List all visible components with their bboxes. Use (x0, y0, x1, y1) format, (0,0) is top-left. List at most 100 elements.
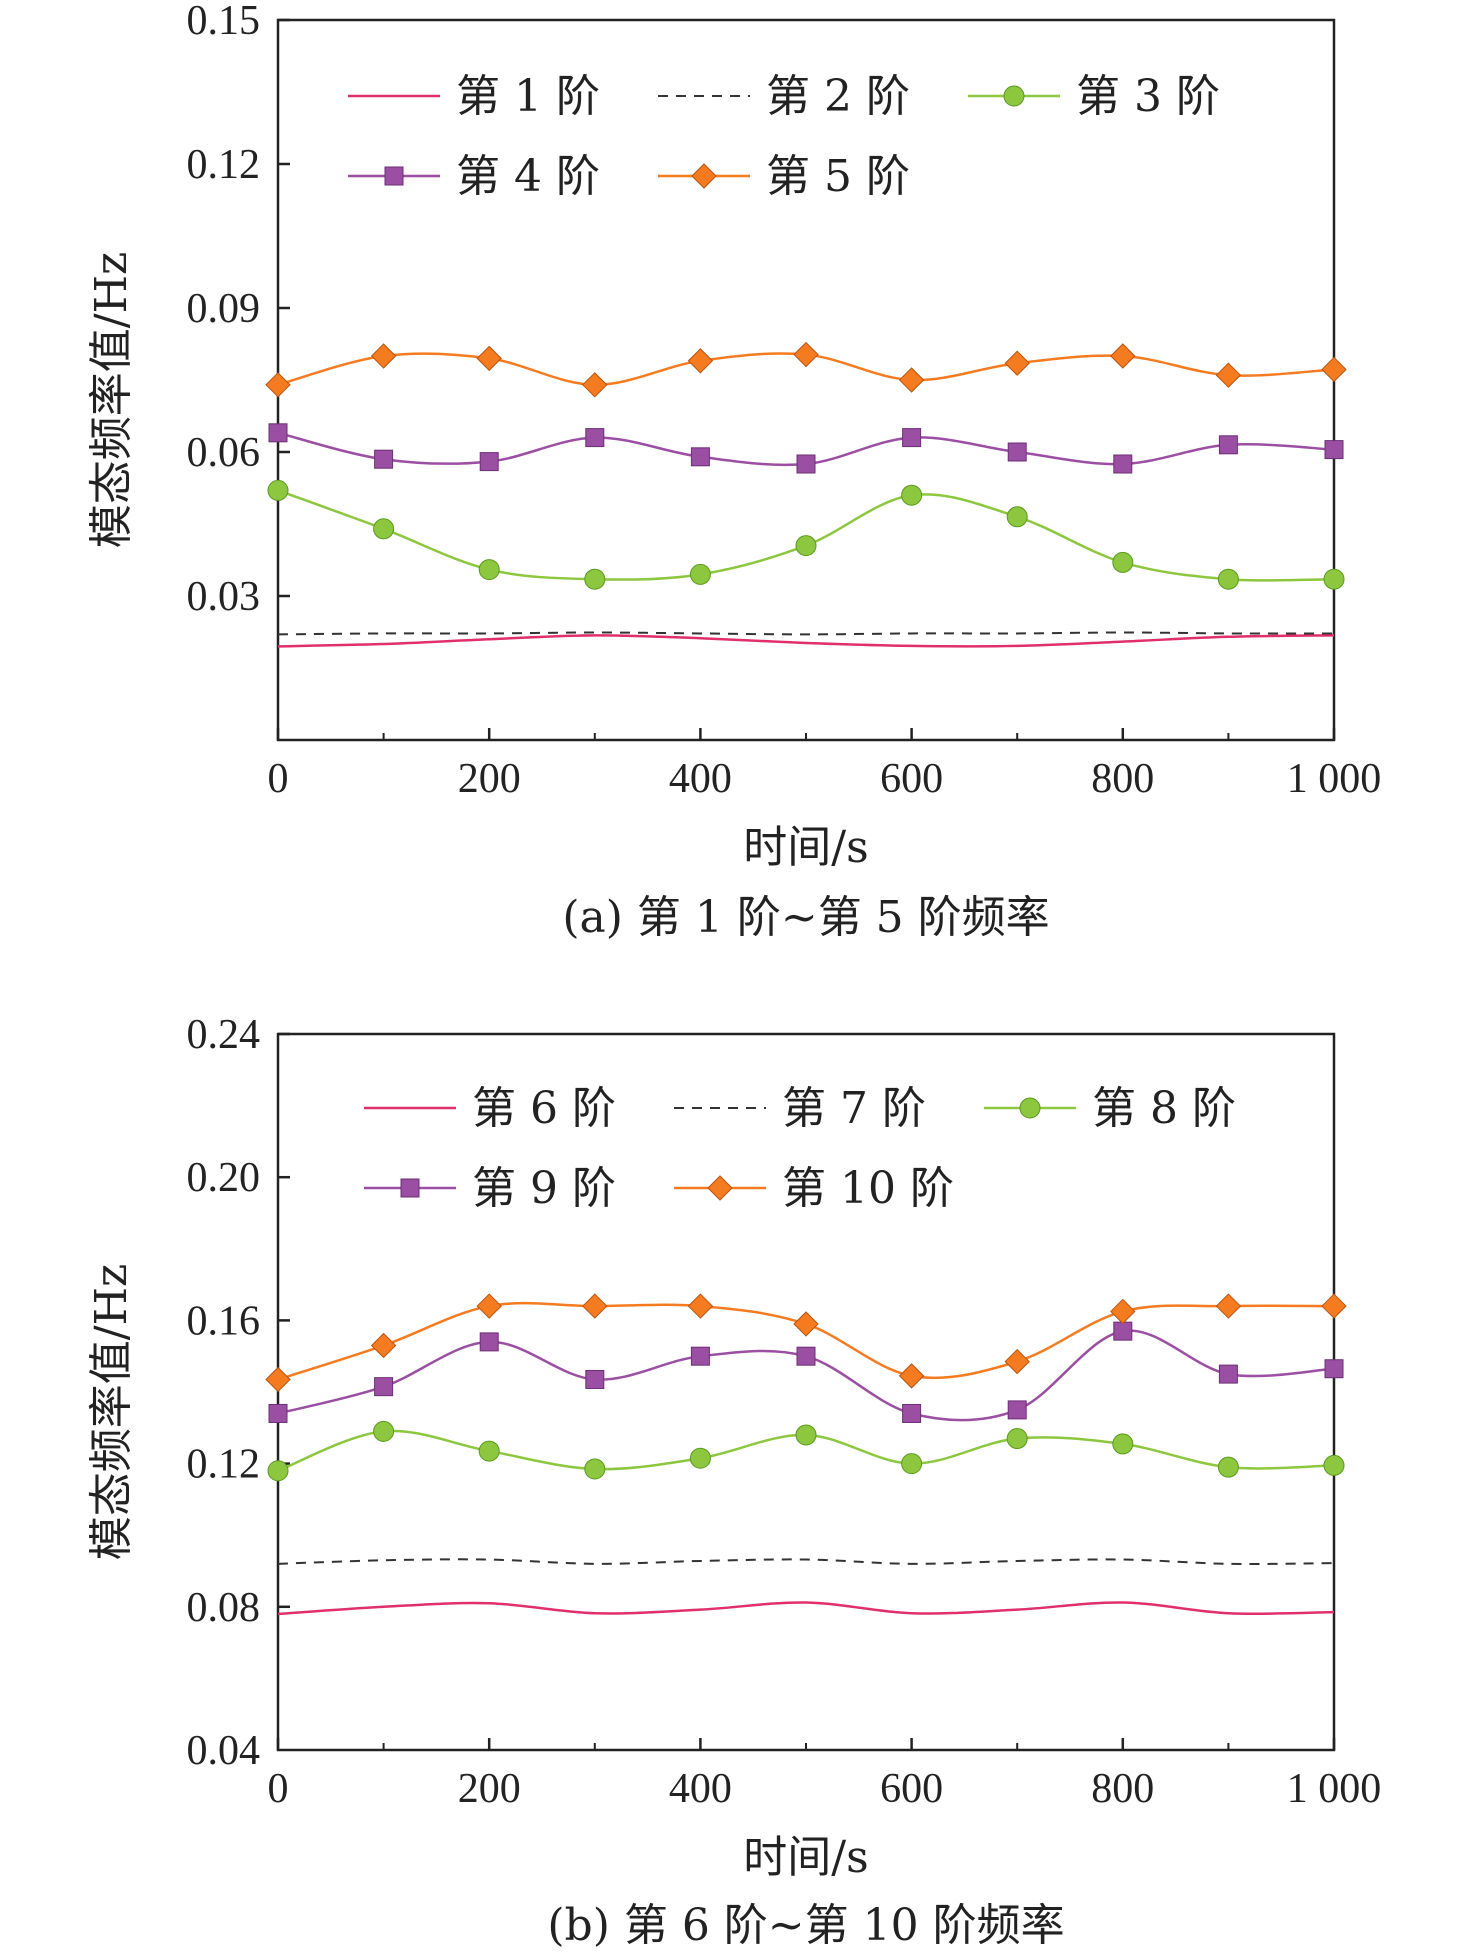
chart-a-series-4-point (1218, 435, 1238, 455)
chart-a-x-tick-label: 400 (669, 756, 732, 802)
chart-a-series-4-point (1324, 440, 1344, 460)
chart-b-legend-label-2: 第 7 阶 (782, 1083, 926, 1134)
chart-b-series-4-point (1324, 1359, 1344, 1379)
chart-a-series-4-point (690, 447, 710, 467)
chart-a-legend-label-3: 第 3 阶 (1076, 71, 1220, 122)
chart-b-series-4-point (479, 1332, 499, 1352)
chart-b-x-tick-label: 800 (1091, 1766, 1154, 1812)
chart-b-series-line-1 (277, 1601, 1335, 1616)
chart-a-series-5-point (476, 345, 502, 372)
chart-a-x-tick-label: 0 (268, 756, 289, 802)
chart-b-series-5-point (898, 1363, 925, 1389)
chart-b-series-3-point (478, 1440, 500, 1462)
chart-a-series-4-point (374, 449, 394, 469)
chart-a-x-axis-label: 时间/s (743, 822, 868, 873)
chart-b-series-3-point (901, 1453, 923, 1475)
chart-a-series-4-point (796, 454, 816, 474)
chart-b-series-3-point (689, 1447, 711, 1469)
chart-b-series-5-point (687, 1293, 714, 1319)
chart-a-series-5-point (370, 343, 397, 369)
chart-a-series-3-point (267, 479, 289, 501)
chart-a-series-3-point (1006, 506, 1028, 528)
chart-a-series-5-point (1110, 343, 1136, 369)
chart-b-series-5-point (793, 1311, 819, 1337)
chart-b-series-4-point (796, 1346, 816, 1366)
chart-b-y-tick-label: 0.08 (187, 1585, 261, 1631)
chart-a-x-tick-label: 200 (458, 756, 521, 802)
chart-a-x-tick-label: 800 (1091, 756, 1154, 802)
chart-b-series-5-point (1004, 1348, 1030, 1375)
chart-a-series-4-point (902, 428, 922, 448)
chart-a-y-tick-label: 0.03 (187, 574, 261, 620)
chart-a-series-5-point (1004, 350, 1030, 376)
chart-b-y-tick-label: 0.24 (187, 1012, 261, 1058)
chart-a-legend-marker-4 (384, 166, 404, 186)
chart-a-series-line-2 (277, 631, 1335, 636)
chart-b-series-5-point (476, 1293, 502, 1319)
chart-b-y-axis-label: 模态频率值/Hz (86, 1264, 137, 1560)
chart-b-x-tick-label: 600 (880, 1766, 943, 1812)
chart-b-series-4-point (902, 1403, 922, 1423)
chart-b-legend-label-4: 第 9 阶 (472, 1163, 616, 1214)
chart-b-legend-marker-3 (1019, 1097, 1041, 1119)
chart-b-series-3-point (1217, 1456, 1239, 1478)
chart-b-series-line-4 (277, 1329, 1335, 1422)
chart-b-series-5-point (1110, 1298, 1136, 1325)
chart-a-x-tick-label: 600 (880, 756, 943, 802)
chart-a-series-5-point (265, 372, 291, 398)
chart-b-y-tick-label: 0.04 (187, 1728, 261, 1774)
chart-a-plot-frame (276, 18, 1336, 742)
chart-a-series-3-point (478, 559, 500, 581)
chart-a-legend-label-4: 第 4 阶 (456, 151, 600, 202)
chart-a-series-4-point (268, 423, 288, 443)
chart-a-legend-marker-5 (691, 163, 717, 189)
chart-b: 0 200 400 600 800 1 000 0.04 0.08 0.12 0.16 0.20 0.… (86, 1012, 1381, 1951)
chart-b-legend-label-1: 第 6 阶 (472, 1083, 616, 1134)
chart-a: 0 200 400 600 800 1 000 0.03 0.06 0.09 0.12 0.15 第 … (86, 0, 1381, 943)
chart-a-legend-marker-3 (1003, 85, 1025, 107)
chart-a-series-5-point (1215, 362, 1242, 388)
chart-b-series-3-point (795, 1424, 817, 1446)
chart-a-y-tick-label: 0.06 (187, 430, 261, 476)
chart-b-series-3-point (1323, 1454, 1345, 1476)
chart-b-x-axis-label: 时间/s (743, 1832, 868, 1883)
chart-b-series-3-point (584, 1458, 606, 1480)
chart-b-y-tick-label: 0.12 (187, 1442, 261, 1488)
chart-b-y-tick-label: 0.16 (187, 1298, 261, 1344)
chart-a-series-line-1 (277, 634, 1335, 648)
chart-a-caption: (a) 第 1 阶~第 5 阶频率 (562, 892, 1049, 943)
chart-b-series-4-point (268, 1403, 288, 1423)
chart-b-series-4-point (1007, 1400, 1027, 1420)
chart-b-legend-marker-4 (400, 1178, 420, 1198)
chart-a-series-4-point (585, 428, 605, 448)
chart-b-series-5-point (1215, 1293, 1242, 1319)
chart-a-legend-label-5: 第 5 阶 (766, 151, 910, 202)
chart-a-series-3-point (901, 484, 923, 506)
chart-b-series-4-point (585, 1369, 605, 1389)
chart-a-series-3-point (1112, 551, 1134, 573)
chart-a-series-3-point (373, 518, 395, 540)
chart-a-series-5-point (687, 348, 714, 374)
chart-b-series-3-point (1112, 1433, 1134, 1455)
chart-b-series-4-point (1218, 1364, 1238, 1384)
chart-b-series-4-point (374, 1377, 394, 1397)
chart-a-series-5-point (1321, 356, 1347, 383)
chart-b-series-4-point (1113, 1321, 1133, 1341)
chart-b-legend-label-3: 第 8 阶 (1092, 1083, 1236, 1134)
chart-b-series-3-point (373, 1420, 395, 1442)
chart-a-legend-label-2: 第 2 阶 (766, 71, 910, 122)
chart-a-series-3-point (1323, 568, 1345, 590)
chart-b-series-4-point (690, 1346, 710, 1366)
chart-b-series-5-point (582, 1293, 608, 1319)
chart-a-y-axis-label: 模态频率值/Hz (86, 252, 137, 548)
chart-b-y-tick-label: 0.20 (187, 1155, 261, 1201)
chart-a-series-4-point (1113, 454, 1133, 474)
chart-b-series-3-point (1006, 1428, 1028, 1450)
chart-b-series-5-point (370, 1332, 397, 1359)
chart-a-y-tick-label: 0.15 (187, 0, 261, 44)
chart-a-series-3-point (584, 568, 606, 590)
chart-a-x-tick-label: 1 000 (1287, 756, 1382, 802)
chart-a-series-4-point (479, 452, 499, 472)
chart-a-series-5-point (582, 372, 608, 398)
